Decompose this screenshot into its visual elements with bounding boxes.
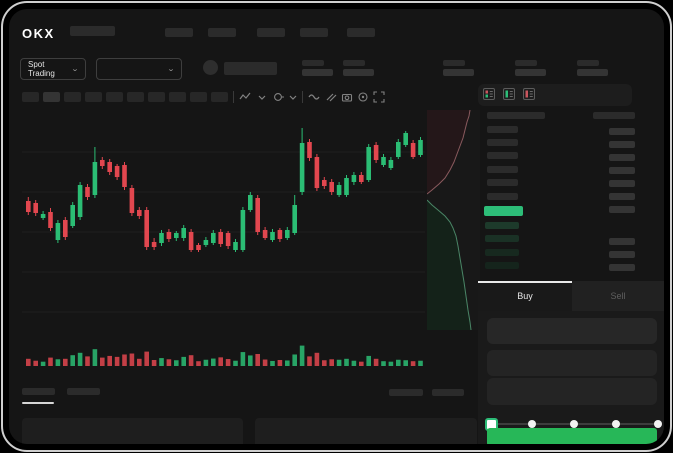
stat-value-placeholder (577, 69, 608, 76)
chevron-down-icon[interactable] (256, 91, 268, 103)
buy-tab-label: Buy (517, 291, 533, 301)
camera-icon[interactable] (341, 91, 353, 103)
chevron-down-icon: ⌄ (166, 66, 176, 73)
active-tab-indicator (478, 281, 572, 283)
timeframe-button[interactable] (106, 92, 123, 102)
ask-price-row[interactable] (487, 126, 518, 133)
amount-row (609, 167, 635, 174)
amount-column-header-placeholder (593, 112, 635, 119)
indicator-icon[interactable] (273, 91, 285, 103)
price-input[interactable] (487, 318, 657, 344)
okx-logo: OKX (22, 26, 55, 41)
amount-row (609, 206, 635, 213)
price-column-header-placeholder (487, 112, 545, 119)
wave-icon[interactable] (308, 91, 320, 103)
target-icon[interactable] (357, 91, 369, 103)
bottom-table-placeholder (22, 418, 243, 444)
market-type-label: Spot Trading (28, 60, 55, 78)
chevron-down-icon[interactable] (287, 91, 299, 103)
ask-price-row[interactable] (487, 193, 518, 200)
timeframe-button[interactable] (148, 92, 165, 102)
header-title-placeholder (70, 26, 115, 36)
nav-item[interactable] (208, 28, 236, 37)
ask-price-row[interactable] (487, 152, 518, 159)
bottom-action-placeholder[interactable] (432, 389, 464, 396)
bid-price-row[interactable] (485, 262, 519, 269)
last-price-highlight[interactable] (484, 206, 523, 216)
tab-sell[interactable]: Sell (572, 281, 664, 311)
trading-app-window: OKX Spot Trading ⌄ ⌄ (9, 9, 664, 444)
compare-icon[interactable] (325, 91, 337, 103)
toolbar-divider (302, 91, 303, 103)
nav-item[interactable] (347, 28, 375, 37)
stat-value-placeholder (343, 69, 374, 76)
stat-label-placeholder (343, 60, 365, 66)
nav-item[interactable] (257, 28, 285, 37)
stat-label-placeholder (515, 60, 537, 66)
amount-row (609, 154, 635, 161)
nav-item[interactable] (165, 28, 193, 37)
amount-row (609, 238, 635, 245)
book-bids-only-icon[interactable] (503, 88, 515, 100)
fullscreen-icon[interactable] (373, 91, 385, 103)
bottom-tab[interactable] (22, 388, 55, 395)
bottom-table-placeholder (255, 418, 477, 444)
amount-row (609, 141, 635, 148)
amount-row (609, 180, 635, 187)
candle-style-icon[interactable] (239, 91, 251, 103)
ask-price-row[interactable] (487, 179, 518, 186)
stat-value-placeholder (302, 69, 333, 76)
toolbar-divider (233, 91, 234, 103)
amount-input[interactable] (487, 350, 657, 376)
ask-price-row[interactable] (487, 166, 518, 173)
pair-name-placeholder (224, 62, 277, 75)
timeframe-button[interactable] (85, 92, 102, 102)
timeframe-button[interactable] (22, 92, 39, 102)
slider-stop[interactable] (528, 420, 536, 428)
orderbook-toolbar-bg (478, 84, 632, 106)
slider-stop[interactable] (654, 420, 662, 428)
bid-price-row[interactable] (485, 222, 519, 229)
amount-row (609, 251, 635, 258)
stat-value-placeholder (515, 69, 546, 76)
stat-label-placeholder (577, 60, 599, 66)
amount-row (609, 128, 635, 135)
tab-buy[interactable]: Buy (478, 281, 572, 311)
pair-selector-dropdown[interactable]: ⌄ (96, 58, 182, 80)
nav-item[interactable] (300, 28, 328, 37)
timeframe-button[interactable] (127, 92, 144, 102)
timeframe-button[interactable] (169, 92, 186, 102)
candlestick-chart[interactable] (20, 110, 427, 375)
total-input[interactable] (487, 378, 657, 405)
sell-tab-label: Sell (610, 291, 626, 301)
stat-value-placeholder (443, 69, 474, 76)
bid-price-row[interactable] (485, 249, 519, 256)
bottom-tab[interactable] (67, 388, 100, 395)
amount-row (609, 193, 635, 200)
book-both-sides-icon[interactable] (483, 88, 495, 100)
stat-label-placeholder (302, 60, 324, 66)
timeframe-button-active[interactable] (43, 92, 60, 102)
coin-avatar (203, 60, 218, 75)
slider-stop[interactable] (570, 420, 578, 428)
buy-submit-button[interactable] (487, 428, 657, 444)
bottom-action-placeholder[interactable] (389, 389, 423, 396)
timeframe-button[interactable] (64, 92, 81, 102)
stat-label-placeholder (443, 60, 465, 66)
depth-chart[interactable] (427, 110, 480, 330)
bid-price-row[interactable] (485, 235, 519, 242)
timeframe-button[interactable] (211, 92, 228, 102)
book-asks-only-icon[interactable] (523, 88, 535, 100)
bottom-tab-active-underline (22, 402, 54, 404)
slider-stop[interactable] (612, 420, 620, 428)
chevron-down-icon: ⌄ (70, 66, 80, 73)
timeframe-button[interactable] (190, 92, 207, 102)
ask-price-row[interactable] (487, 139, 518, 146)
market-type-dropdown[interactable]: Spot Trading ⌄ (20, 58, 86, 80)
amount-row (609, 264, 635, 271)
